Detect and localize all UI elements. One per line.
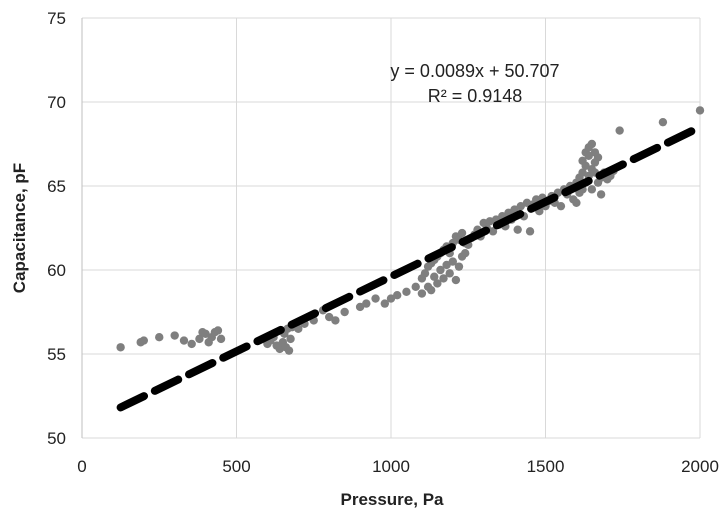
data-point [433,279,442,288]
data-point [331,316,340,325]
data-point [513,225,522,234]
data-point [284,346,294,355]
data-point [286,334,295,344]
equation-annotation: y = 0.0089x + 50.707 [390,61,559,81]
y-tick-label: 75 [47,9,66,28]
data-point [556,201,566,211]
data-point [380,299,390,308]
data-point [340,307,349,317]
data-point [362,299,371,308]
data-point [392,291,402,300]
data-point [578,168,587,177]
y-tick-label: 70 [47,93,66,112]
data-point [355,302,365,312]
x-tick-label: 500 [222,457,250,476]
data-point [488,227,498,236]
data-point [448,257,457,266]
data-point [581,161,590,171]
y-axis-title: Capacitance, pF [10,163,29,293]
data-point [695,106,705,115]
data-point [386,294,396,303]
data-point [411,282,420,291]
data-point [615,126,624,135]
data-point [525,227,535,236]
trendline-layer [116,123,704,412]
data-point [584,151,593,160]
data-point [593,153,603,162]
x-axis-title: Pressure, Pa [340,490,444,509]
data-point [658,117,668,127]
data-point [439,274,448,283]
data-points [116,106,705,355]
data-point [457,228,467,238]
tick-labels: 0 500 1000 1500 2000 50 55 60 65 70 75 [47,9,719,476]
data-point [195,334,204,344]
data-point [587,139,597,149]
x-tick-label: 0 [77,457,86,476]
data-point [213,326,223,335]
y-tick-label: 55 [47,345,66,364]
data-point [116,343,125,352]
data-point [417,289,427,298]
data-point [426,285,436,295]
y-tick-label: 65 [47,177,66,196]
data-point [596,190,606,199]
data-point [139,336,148,345]
data-point [170,331,179,340]
r-squared-annotation: R² = 0.9148 [428,86,523,106]
data-point [179,336,189,345]
x-tick-label: 2000 [681,457,719,476]
trendline [116,123,704,412]
data-point [454,262,464,271]
data-point [572,198,581,207]
data-point [445,269,454,278]
data-point [371,294,380,303]
data-point [460,249,470,258]
data-point [325,312,334,322]
data-point [442,260,451,270]
data-point [436,265,445,275]
grid [81,17,701,439]
data-point [155,333,164,342]
x-tick-label: 1500 [527,457,565,476]
data-point [187,339,196,349]
data-point [587,185,597,194]
data-point [216,334,226,344]
data-point [516,201,525,211]
y-tick-label: 50 [47,429,66,448]
data-point [402,287,411,297]
data-point [201,329,210,339]
data-point [420,269,430,278]
x-tick-label: 1000 [372,457,410,476]
data-point [430,272,439,281]
y-tick-label: 60 [47,261,66,280]
data-point [451,275,461,285]
